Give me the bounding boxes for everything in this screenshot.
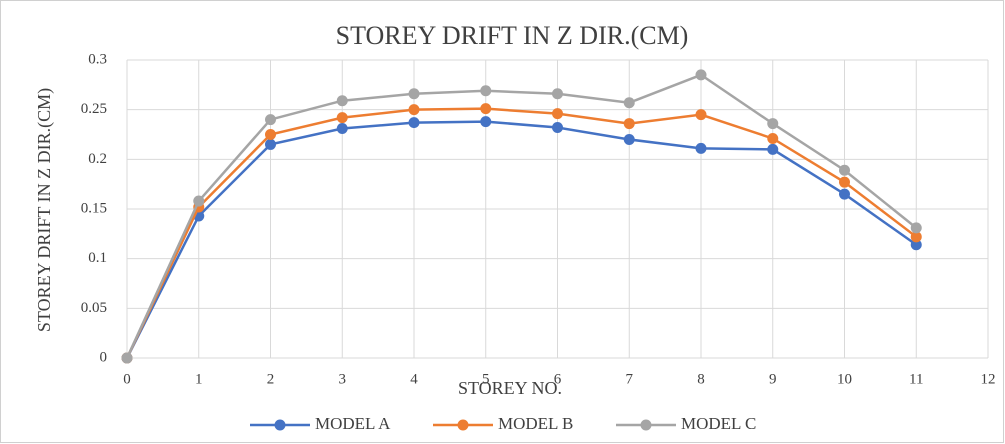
y-tick-label: 0.3 xyxy=(88,51,107,67)
legend-marker xyxy=(274,419,286,431)
data-point xyxy=(623,118,635,130)
data-point xyxy=(408,88,420,100)
data-point xyxy=(767,143,779,155)
legend-marker xyxy=(640,419,652,431)
x-tick-label: 7 xyxy=(626,371,634,387)
data-point xyxy=(265,138,276,150)
data-point xyxy=(839,176,850,188)
data-point xyxy=(408,117,420,129)
x-tick-label: 8 xyxy=(697,371,705,387)
data-point xyxy=(623,133,635,145)
x-tick-label: 10 xyxy=(837,371,852,387)
data-point xyxy=(552,108,563,120)
data-point xyxy=(695,142,707,154)
data-point xyxy=(480,85,492,97)
legend-label: MODEL B xyxy=(498,414,573,433)
x-tick-label: 1 xyxy=(195,371,203,387)
legend-marker xyxy=(457,419,469,431)
legend-label: MODEL A xyxy=(315,414,391,433)
data-point xyxy=(767,118,779,130)
data-point xyxy=(623,97,635,109)
data-point xyxy=(910,231,922,243)
data-point xyxy=(910,239,922,251)
data-point xyxy=(910,222,922,234)
legend-label: MODEL C xyxy=(681,414,756,433)
data-point xyxy=(480,103,492,115)
x-tick-label: 4 xyxy=(410,371,418,387)
x-tick-label: 9 xyxy=(769,371,777,387)
data-point xyxy=(408,104,420,116)
x-tick-label: 0 xyxy=(123,371,131,387)
series-line xyxy=(125,73,918,359)
data-point xyxy=(121,352,133,364)
y-tick-label: 0.05 xyxy=(81,300,107,316)
data-point xyxy=(193,195,205,207)
y-tick-label: 0.15 xyxy=(81,200,107,216)
data-point xyxy=(480,116,492,128)
data-point xyxy=(839,188,850,200)
y-axis-label: STOREY DRIFT IN Z DIR.(CM) xyxy=(34,88,55,332)
x-tick-label: 3 xyxy=(339,371,347,387)
data-point xyxy=(552,122,563,134)
x-tick-label: 12 xyxy=(981,371,996,387)
data-point xyxy=(767,132,779,144)
data-point xyxy=(695,69,707,81)
data-point xyxy=(839,164,850,176)
data-point xyxy=(695,109,707,121)
data-point xyxy=(265,129,276,140)
data-point xyxy=(336,123,348,135)
x-tick-label: 5 xyxy=(482,371,490,387)
x-axis-label: STOREY NO. xyxy=(458,378,562,398)
chart-title: STOREY DRIFT IN Z DIR.(CM) xyxy=(336,21,689,50)
data-point xyxy=(336,95,348,107)
data-point xyxy=(336,112,348,124)
y-tick-label: 0.1 xyxy=(88,250,107,266)
data-point xyxy=(552,88,563,100)
x-tick-label: 6 xyxy=(554,371,562,387)
x-tick-label: 11 xyxy=(909,371,923,387)
y-tick-label: 0.25 xyxy=(81,101,107,117)
y-tick-label: 0 xyxy=(100,349,108,365)
x-tick-label: 2 xyxy=(267,371,275,387)
y-tick-label: 0.2 xyxy=(88,151,107,167)
series-line xyxy=(125,120,917,359)
series-line xyxy=(125,107,918,359)
data-point xyxy=(265,114,276,126)
